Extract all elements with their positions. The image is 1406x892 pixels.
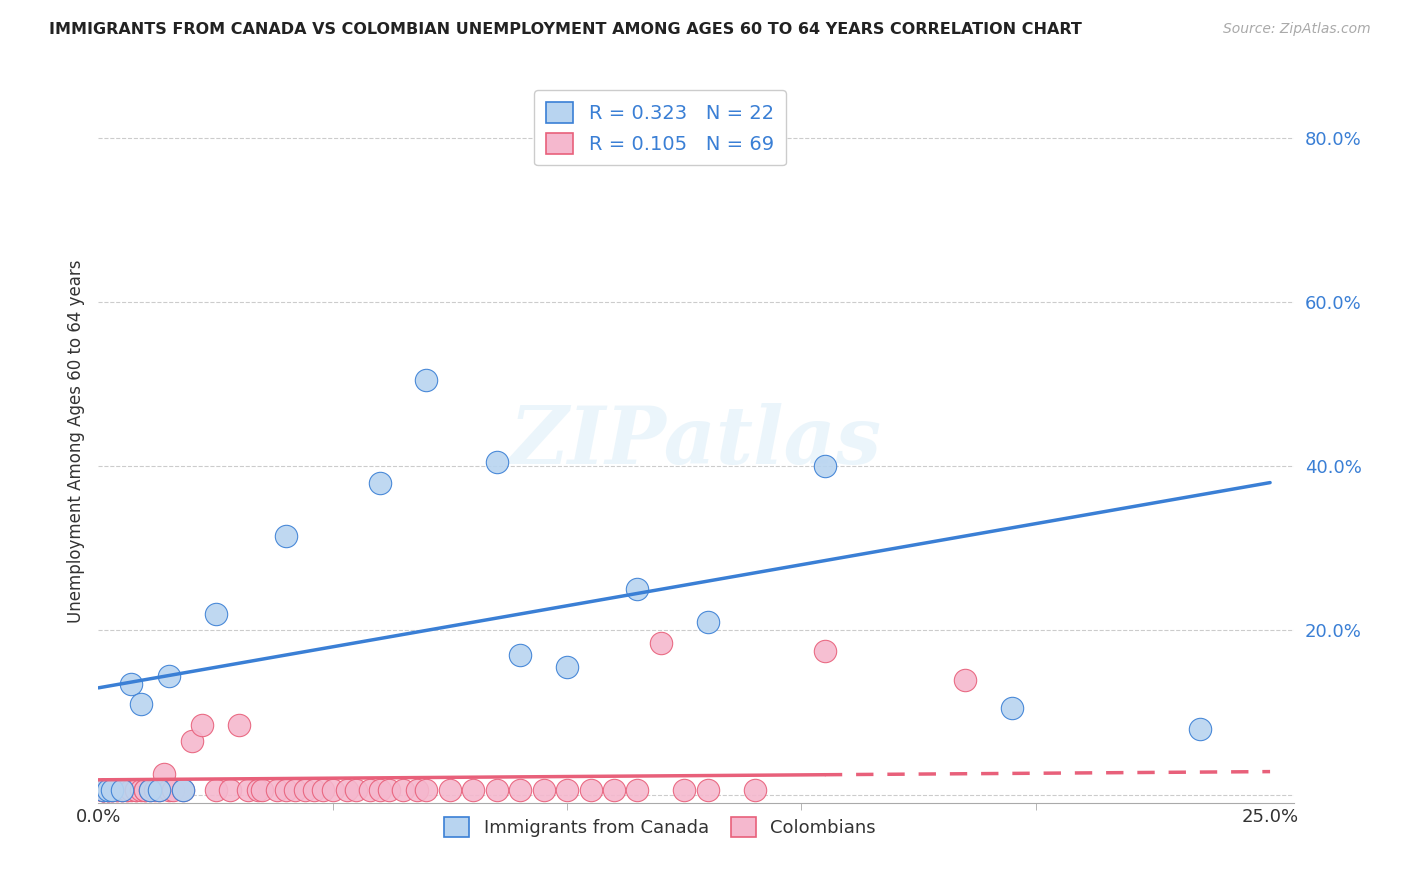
Point xyxy=(284,783,307,797)
Point xyxy=(125,783,148,797)
Point xyxy=(406,783,429,797)
Point xyxy=(218,783,240,797)
Point xyxy=(134,783,156,797)
Point xyxy=(91,783,114,797)
Point xyxy=(673,783,696,797)
Point xyxy=(344,783,367,797)
Point xyxy=(439,783,461,797)
Point xyxy=(359,783,381,797)
Point xyxy=(101,783,124,797)
Point xyxy=(814,459,837,474)
Point xyxy=(228,718,250,732)
Text: ZIPatlas: ZIPatlas xyxy=(510,403,882,480)
Point xyxy=(336,783,359,797)
Point xyxy=(294,783,316,797)
Point xyxy=(101,783,124,797)
Point xyxy=(91,783,114,797)
Point xyxy=(555,660,578,674)
Point xyxy=(238,783,260,797)
Point xyxy=(157,783,180,797)
Point xyxy=(415,373,437,387)
Point xyxy=(603,783,626,797)
Point xyxy=(509,783,531,797)
Point xyxy=(368,475,391,490)
Point xyxy=(955,673,977,687)
Point xyxy=(97,783,120,797)
Point xyxy=(485,455,508,469)
Point xyxy=(91,783,114,797)
Point xyxy=(368,783,391,797)
Point xyxy=(312,783,335,797)
Point xyxy=(134,783,156,797)
Point xyxy=(274,529,297,543)
Point xyxy=(463,783,485,797)
Point xyxy=(579,783,602,797)
Point xyxy=(111,783,134,797)
Point xyxy=(91,783,114,797)
Point xyxy=(266,783,288,797)
Point xyxy=(105,783,128,797)
Point xyxy=(555,783,578,797)
Point xyxy=(274,783,297,797)
Point xyxy=(650,636,672,650)
Point xyxy=(115,783,138,797)
Point xyxy=(744,783,766,797)
Text: IMMIGRANTS FROM CANADA VS COLOMBIAN UNEMPLOYMENT AMONG AGES 60 TO 64 YEARS CORRE: IMMIGRANTS FROM CANADA VS COLOMBIAN UNEM… xyxy=(49,22,1083,37)
Point xyxy=(101,783,124,797)
Point xyxy=(97,783,120,797)
Point xyxy=(392,783,415,797)
Point xyxy=(139,783,162,797)
Text: Source: ZipAtlas.com: Source: ZipAtlas.com xyxy=(1223,22,1371,37)
Point xyxy=(181,734,204,748)
Point xyxy=(415,783,437,797)
Point xyxy=(172,783,194,797)
Point xyxy=(125,783,148,797)
Point xyxy=(148,783,170,797)
Point xyxy=(509,648,531,662)
Point xyxy=(157,668,180,682)
Point xyxy=(129,698,152,712)
Point xyxy=(1001,701,1024,715)
Point xyxy=(378,783,401,797)
Point xyxy=(302,783,325,797)
Point xyxy=(120,783,142,797)
Point xyxy=(97,783,120,797)
Point xyxy=(1188,722,1211,736)
Point xyxy=(111,783,134,797)
Point xyxy=(696,783,718,797)
Point xyxy=(190,718,212,732)
Point xyxy=(696,615,718,630)
Point xyxy=(814,644,837,658)
Point xyxy=(101,783,124,797)
Point xyxy=(91,783,114,797)
Point xyxy=(533,783,555,797)
Point xyxy=(129,783,152,797)
Point xyxy=(252,783,274,797)
Point xyxy=(172,783,194,797)
Point xyxy=(120,677,142,691)
Point xyxy=(148,783,170,797)
Point xyxy=(97,783,120,797)
Point xyxy=(97,783,120,797)
Point xyxy=(485,783,508,797)
Point xyxy=(246,783,269,797)
Point xyxy=(115,783,138,797)
Point xyxy=(162,783,184,797)
Point xyxy=(91,783,114,797)
Point xyxy=(139,783,162,797)
Point xyxy=(626,783,648,797)
Point xyxy=(143,783,166,797)
Point xyxy=(322,783,344,797)
Point xyxy=(153,767,176,781)
Y-axis label: Unemployment Among Ages 60 to 64 years: Unemployment Among Ages 60 to 64 years xyxy=(66,260,84,624)
Point xyxy=(111,783,134,797)
Point xyxy=(204,607,226,621)
Point xyxy=(626,582,648,597)
Point xyxy=(204,783,226,797)
Point xyxy=(105,783,128,797)
Legend: Immigrants from Canada, Colombians: Immigrants from Canada, Colombians xyxy=(437,810,883,845)
